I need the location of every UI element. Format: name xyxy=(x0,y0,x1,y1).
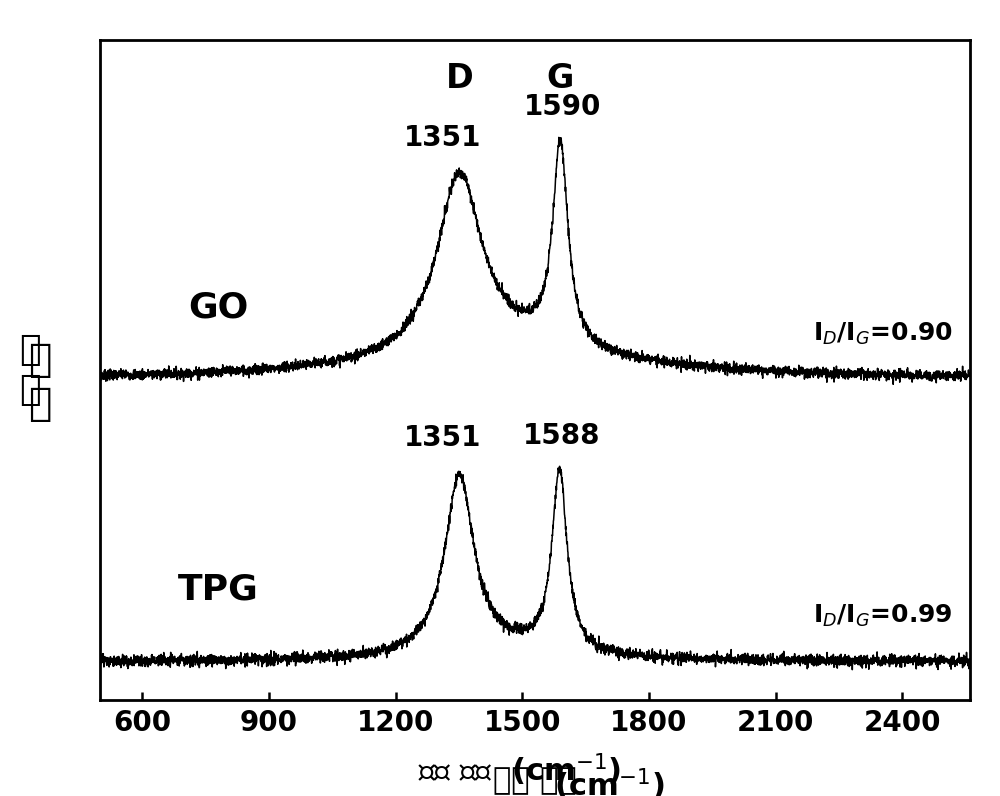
Text: 强
度: 强 度 xyxy=(28,341,52,423)
Text: TPG: TPG xyxy=(178,573,259,607)
Text: I$_D$/I$_G$=0.99: I$_D$/I$_G$=0.99 xyxy=(813,603,953,629)
Text: 1351: 1351 xyxy=(404,424,481,452)
Text: I$_D$/I$_G$=0.90: I$_D$/I$_G$=0.90 xyxy=(813,321,953,347)
Text: 强
度: 强 度 xyxy=(20,334,41,407)
Text: 拉曼 位移  (cm$^{-1}$): 拉曼 位移 (cm$^{-1}$) xyxy=(418,751,622,788)
Text: 1588: 1588 xyxy=(523,422,600,450)
Text: (cm$^{-1}$): (cm$^{-1}$) xyxy=(406,767,664,796)
Text: D: D xyxy=(446,62,473,95)
Text: 拉曼 位移: 拉曼 位移 xyxy=(493,767,577,795)
Text: GO: GO xyxy=(188,290,248,324)
Text: 1590: 1590 xyxy=(524,93,601,121)
Text: G: G xyxy=(547,62,574,95)
Text: 1351: 1351 xyxy=(404,124,481,152)
